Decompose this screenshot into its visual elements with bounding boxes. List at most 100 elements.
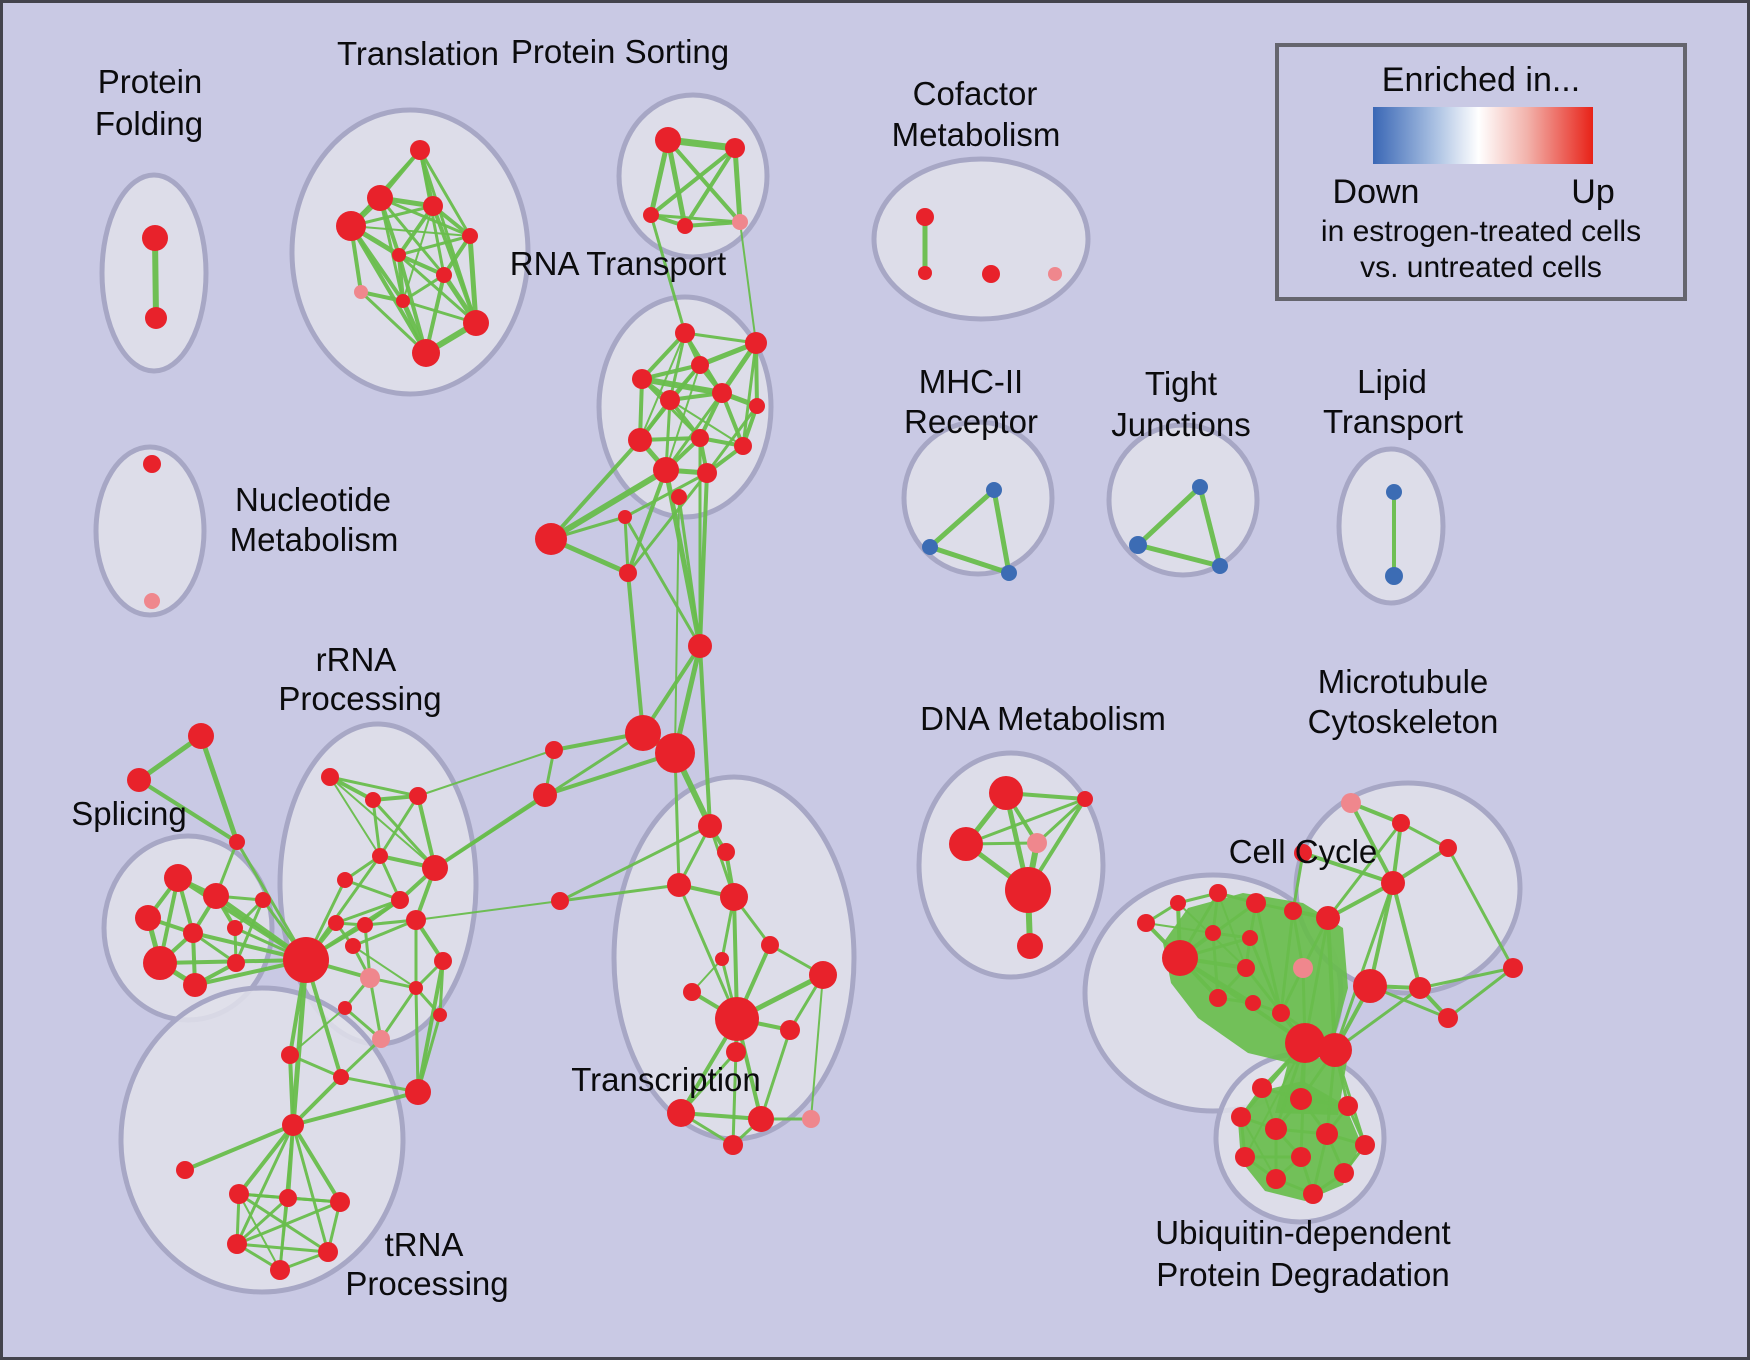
network-node <box>337 872 353 888</box>
network-node <box>691 429 709 447</box>
network-node <box>336 211 366 241</box>
cluster-ellipse-cofactor-metabolism <box>871 156 1091 322</box>
cluster-label: DNA Metabolism <box>920 700 1166 737</box>
network-edge <box>558 824 712 903</box>
network-node <box>396 294 410 308</box>
network-edge <box>1211 931 1220 1000</box>
network-edge <box>1326 916 1337 1052</box>
network-edge <box>1391 881 1422 990</box>
network-node <box>279 1189 297 1207</box>
cluster-label: Protein Sorting <box>511 33 729 70</box>
network-edge <box>1217 892 1247 969</box>
network-node <box>660 390 680 410</box>
network-edge <box>431 204 478 325</box>
network-edge <box>238 1193 281 1271</box>
cluster-label: Junctions <box>1111 406 1250 443</box>
legend-caption-line1: in estrogen-treated cells <box>1320 215 1642 248</box>
network-edge <box>339 1075 420 1094</box>
network-node <box>1162 940 1198 976</box>
network-node <box>986 482 1002 498</box>
network-node <box>1235 1147 1255 1167</box>
network-edge <box>359 290 428 355</box>
network-edge <box>1135 542 1223 569</box>
network-node <box>1355 1135 1375 1155</box>
network-node <box>715 997 759 1041</box>
network-edge <box>352 945 417 989</box>
cluster-label: Nucleotide <box>235 481 391 518</box>
network-node <box>270 1260 290 1280</box>
network-node <box>405 1079 431 1105</box>
network-node <box>282 1114 304 1136</box>
network-node <box>1027 833 1047 853</box>
network-node <box>732 214 748 230</box>
network-node <box>1209 989 1227 1007</box>
network-node <box>203 883 229 909</box>
network-edge <box>683 331 758 345</box>
cluster-label: Metabolism <box>230 521 399 558</box>
network-edge <box>234 898 265 965</box>
network-edge <box>237 1192 330 1254</box>
network-node <box>135 905 161 931</box>
network-node <box>1237 959 1255 977</box>
network-node <box>653 457 679 483</box>
network-node <box>632 369 652 389</box>
network-edge <box>698 471 709 648</box>
network-node <box>188 723 214 749</box>
legend-gradient-bar <box>1373 107 1593 164</box>
network-edge <box>623 515 630 575</box>
cluster-label: RNA Transport <box>510 245 726 282</box>
network-node <box>748 1106 774 1132</box>
network-node <box>463 310 489 336</box>
network-edge <box>343 878 402 902</box>
network-edge <box>1301 851 1395 885</box>
network-edge <box>543 751 677 797</box>
network-node <box>338 1001 352 1015</box>
network-edge <box>137 778 239 844</box>
network-edge <box>623 515 702 648</box>
network-edge <box>927 487 997 550</box>
network-edge <box>683 146 737 228</box>
network-edge <box>291 1123 342 1204</box>
network-edge <box>626 468 668 575</box>
network-node <box>144 593 160 609</box>
network-node <box>1001 565 1017 581</box>
network-edge <box>1326 881 1395 920</box>
network-edge <box>666 138 742 224</box>
network-node <box>1341 793 1361 813</box>
network-node <box>982 265 1000 283</box>
cluster-label: Processing <box>345 1265 508 1302</box>
network-node <box>916 208 934 226</box>
network-node <box>409 981 423 995</box>
network-node <box>283 937 329 983</box>
network-edge <box>810 974 824 1120</box>
network-edge <box>639 332 686 441</box>
network-node <box>345 938 361 954</box>
network-edge <box>640 331 687 381</box>
network-node <box>698 814 722 838</box>
network-node <box>354 285 368 299</box>
network-edge <box>558 883 681 903</box>
network-node <box>392 248 406 262</box>
network-edge <box>368 976 383 1041</box>
network-edge <box>1145 922 1214 934</box>
network-edge <box>291 1123 330 1254</box>
network-edge <box>416 1013 442 1094</box>
network-edge <box>549 438 642 541</box>
network-node <box>406 910 426 930</box>
network-edge <box>1248 936 1283 1015</box>
network-node <box>367 185 393 211</box>
network-node <box>723 1135 743 1155</box>
network-edge <box>1291 851 1305 913</box>
network-node <box>328 915 344 931</box>
cluster-label: Lipid <box>1357 363 1427 400</box>
network-edge <box>673 751 681 887</box>
network-edge <box>401 273 446 303</box>
network-edge <box>291 1090 420 1127</box>
network-edge <box>397 253 446 277</box>
network-node <box>922 539 938 555</box>
network-node <box>720 883 748 911</box>
network-edge <box>198 733 240 845</box>
network-node <box>625 715 661 751</box>
network-node <box>949 827 983 861</box>
